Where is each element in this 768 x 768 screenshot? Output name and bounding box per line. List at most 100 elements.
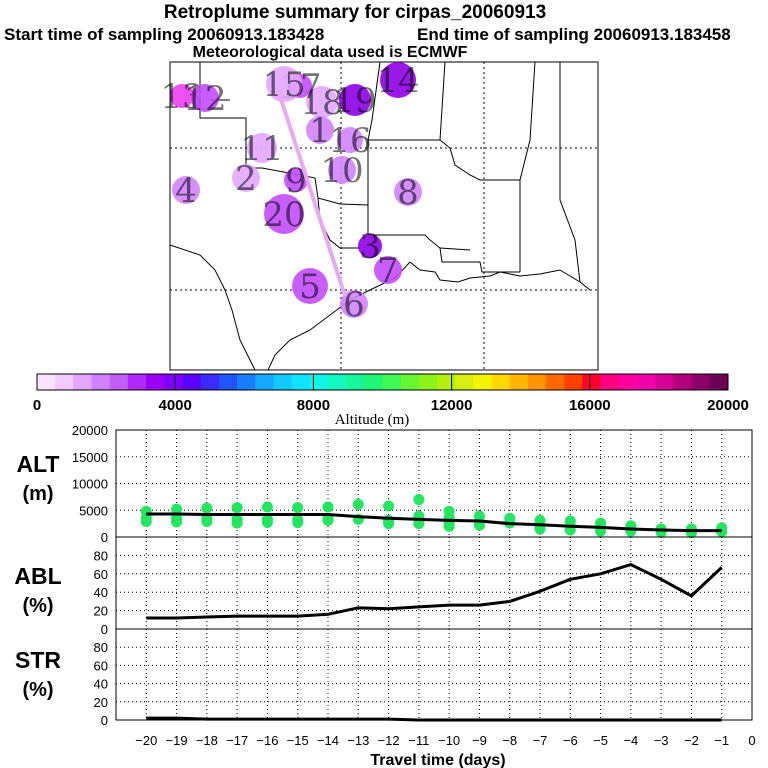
colorbar-cell: [109, 374, 129, 390]
y-tick-label: 20: [94, 695, 108, 710]
plume-marker: 9: [284, 161, 308, 201]
particle-point: [201, 515, 213, 527]
panel-caption: ALT: [16, 451, 59, 477]
colorbar-cell: [691, 374, 711, 390]
x-tick-label: −3: [654, 733, 669, 748]
plume-label: 14: [376, 61, 419, 101]
panel-frame: [115, 628, 753, 721]
colorbar-tick-label: 20000: [707, 397, 749, 414]
colorbar-cell: [600, 374, 620, 390]
colorbar-cell: [55, 374, 74, 390]
colorbar-ticks: 0 4000 8000 12000 16000 20000: [33, 374, 749, 414]
plume-marker: 15: [262, 65, 305, 105]
series-line: [146, 512, 722, 533]
plume-markers: 2019181716151413121110987654321: [160, 61, 422, 325]
y-tick-label: 60: [94, 567, 108, 582]
x-tick-label: −18: [196, 733, 218, 748]
colorbar-cell: [527, 374, 547, 390]
plume-label: 3: [359, 227, 381, 267]
x-tick-label: −14: [317, 733, 339, 748]
colorbar-cell: [709, 374, 729, 390]
plume-label: 6: [343, 285, 365, 325]
colorbar-cell: [273, 374, 293, 390]
series-line: [146, 716, 722, 722]
particle-point: [443, 520, 455, 532]
colorbar-cell: [291, 374, 311, 390]
x-tick-label: −2: [684, 733, 699, 748]
colorbar-cell: [400, 374, 420, 390]
particle-point: [171, 503, 183, 515]
colorbar-cell: [473, 374, 493, 390]
plume-label: 9: [285, 161, 307, 201]
plume-marker: 11: [240, 129, 283, 169]
colorbar-cell: [491, 374, 511, 390]
particle-point: [292, 502, 304, 514]
panel-caption: (%): [22, 679, 53, 701]
plume-label: 7: [377, 251, 399, 291]
y-tick-label: 5000: [79, 503, 108, 518]
plume-label: 16: [328, 121, 371, 161]
x-tick-label: −15: [287, 733, 309, 748]
plume-label: 2: [235, 159, 257, 199]
plume-marker: 10: [320, 151, 363, 191]
colorbar-cell: [364, 374, 383, 390]
plume-label: 10: [320, 151, 363, 191]
panel-caption: (%): [22, 595, 53, 617]
colorbar-cell: [509, 374, 529, 390]
end-time-label: End time of sampling 20060913.183458: [417, 25, 731, 44]
plume-label: 20: [262, 195, 305, 235]
particle-point: [352, 498, 364, 510]
plume-label: 1: [309, 111, 331, 151]
plume-marker: 20: [262, 194, 306, 235]
plume-marker: 19: [333, 81, 376, 121]
plume-label: 11: [240, 129, 283, 169]
colorbar-cell: [346, 374, 365, 390]
particle-point: [292, 517, 304, 529]
start-time-label: Start time of sampling 20060913.183428: [4, 25, 325, 44]
plume-label: 4: [175, 171, 197, 211]
y-tick-label: 60: [94, 658, 108, 673]
plume-trajectory: [276, 89, 347, 297]
y-tick-label: 80: [94, 548, 108, 563]
panel-alt: 20000 15000 10000 5000 0 ALT (m): [16, 423, 753, 545]
x-tick-label: −9: [472, 733, 487, 748]
map-frame: [169, 61, 599, 371]
particle-point: [383, 518, 395, 530]
x-tick-label: −1: [714, 733, 729, 748]
plume-marker: 7: [374, 251, 402, 291]
x-tick-label: 0: [748, 733, 755, 748]
y-tick-label: 0: [101, 622, 108, 637]
x-tick-label: −20: [135, 733, 157, 748]
colorbar-cell: [673, 374, 693, 390]
met-data-label: Meteorological data used is ECMWF: [192, 44, 468, 61]
plume-marker: 14: [376, 61, 419, 101]
plume-marker: 6: [340, 285, 368, 325]
colorbar-cell: [91, 374, 111, 390]
particle-point: [261, 501, 273, 513]
panel-caption: (m): [22, 483, 53, 505]
particle-point: [655, 526, 667, 538]
colorbar-tick-label: 8000: [297, 397, 330, 414]
colorbar-cell: [582, 374, 602, 390]
colorbar-cell: [437, 374, 456, 390]
x-tick-label: −5: [593, 733, 608, 748]
plume-marker: 5: [292, 267, 328, 307]
y-tick-label: 40: [94, 585, 108, 600]
particle-point: [383, 500, 395, 512]
y-tick-label: 20000: [72, 423, 108, 438]
particle-point: [201, 502, 213, 514]
particle-point: [413, 494, 425, 506]
particle-point: [322, 501, 334, 513]
colorbar-cell: [182, 374, 202, 390]
x-tick-label: −8: [502, 733, 517, 748]
plume-marker: 1: [306, 111, 334, 151]
colorbar-tick-label: 16000: [569, 397, 611, 414]
colorbar-cell: [309, 374, 329, 390]
colorbar-label: Altitude (m): [335, 412, 410, 428]
colorbar-cell: [637, 374, 656, 390]
map-gridlines: [170, 62, 598, 370]
x-tick-label: −19: [166, 733, 188, 748]
colorbar-cells: [37, 374, 729, 390]
colorbar-cell: [564, 374, 584, 390]
